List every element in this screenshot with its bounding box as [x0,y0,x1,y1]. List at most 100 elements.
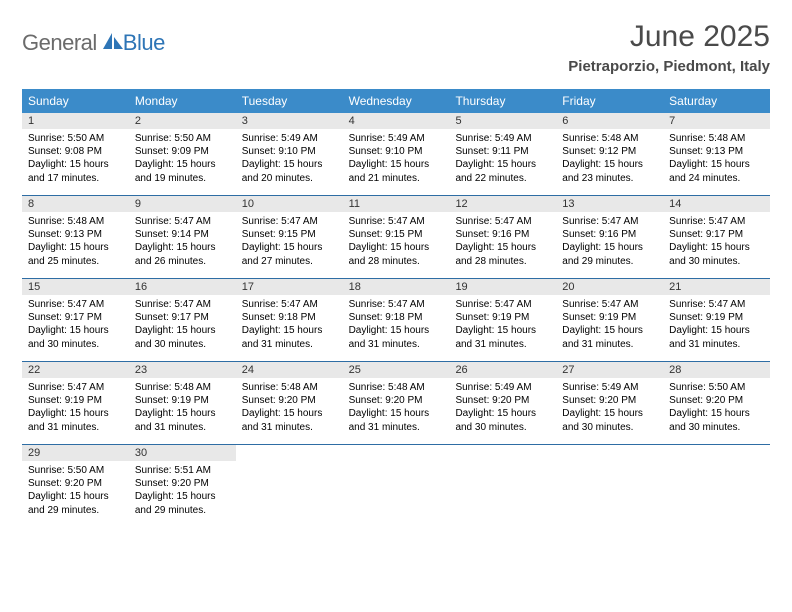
daylight-line: Daylight: 15 hours and 31 minutes. [28,407,123,433]
day-cell: 17Sunrise: 5:47 AMSunset: 9:18 PMDayligh… [236,279,343,361]
sunset-line: Sunset: 9:12 PM [562,145,657,158]
day-number: 29 [22,445,129,461]
daylight-line: Daylight: 15 hours and 29 minutes. [135,490,230,516]
day-cell: 13Sunrise: 5:47 AMSunset: 9:16 PMDayligh… [556,196,663,278]
day-body [556,461,663,519]
day-number: 16 [129,279,236,295]
sunrise-line: Sunrise: 5:50 AM [28,464,123,477]
weekday-header: Thursday [449,89,556,113]
day-body [449,461,556,519]
day-body: Sunrise: 5:47 AMSunset: 9:17 PMDaylight:… [129,295,236,356]
day-body: Sunrise: 5:48 AMSunset: 9:12 PMDaylight:… [556,129,663,190]
day-cell: 4Sunrise: 5:49 AMSunset: 9:10 PMDaylight… [343,113,450,195]
day-cell: 24Sunrise: 5:48 AMSunset: 9:20 PMDayligh… [236,362,343,444]
weekday-header: Monday [129,89,236,113]
sunrise-line: Sunrise: 5:48 AM [562,132,657,145]
sunrise-line: Sunrise: 5:50 AM [28,132,123,145]
day-number: 3 [236,113,343,129]
day-number: 12 [449,196,556,212]
day-number: 5 [449,113,556,129]
day-body [236,461,343,519]
day-body: Sunrise: 5:47 AMSunset: 9:14 PMDaylight:… [129,212,236,273]
logo: General Blue [22,20,165,56]
day-number: 18 [343,279,450,295]
daylight-line: Daylight: 15 hours and 25 minutes. [28,241,123,267]
sunrise-line: Sunrise: 5:47 AM [562,215,657,228]
sunrise-line: Sunrise: 5:49 AM [242,132,337,145]
day-cell: 25Sunrise: 5:48 AMSunset: 9:20 PMDayligh… [343,362,450,444]
day-number: 30 [129,445,236,461]
sunrise-line: Sunrise: 5:48 AM [135,381,230,394]
sunrise-line: Sunrise: 5:47 AM [562,298,657,311]
day-body: Sunrise: 5:47 AMSunset: 9:19 PMDaylight:… [449,295,556,356]
day-cell [663,445,770,527]
sunset-line: Sunset: 9:18 PM [349,311,444,324]
day-body: Sunrise: 5:47 AMSunset: 9:19 PMDaylight:… [663,295,770,356]
day-body: Sunrise: 5:50 AMSunset: 9:20 PMDaylight:… [22,461,129,522]
daylight-line: Daylight: 15 hours and 26 minutes. [135,241,230,267]
day-body: Sunrise: 5:47 AMSunset: 9:18 PMDaylight:… [343,295,450,356]
sunset-line: Sunset: 9:11 PM [455,145,550,158]
day-body: Sunrise: 5:49 AMSunset: 9:20 PMDaylight:… [556,378,663,439]
day-body: Sunrise: 5:49 AMSunset: 9:20 PMDaylight:… [449,378,556,439]
day-cell: 7Sunrise: 5:48 AMSunset: 9:13 PMDaylight… [663,113,770,195]
day-body: Sunrise: 5:47 AMSunset: 9:16 PMDaylight:… [449,212,556,273]
day-number: 2 [129,113,236,129]
sunset-line: Sunset: 9:15 PM [242,228,337,241]
day-cell: 6Sunrise: 5:48 AMSunset: 9:12 PMDaylight… [556,113,663,195]
daylight-line: Daylight: 15 hours and 17 minutes. [28,158,123,184]
weekday-header: Sunday [22,89,129,113]
sunrise-line: Sunrise: 5:48 AM [669,132,764,145]
day-cell: 14Sunrise: 5:47 AMSunset: 9:17 PMDayligh… [663,196,770,278]
sunset-line: Sunset: 9:17 PM [135,311,230,324]
sunrise-line: Sunrise: 5:48 AM [349,381,444,394]
daylight-line: Daylight: 15 hours and 30 minutes. [135,324,230,350]
daylight-line: Daylight: 15 hours and 29 minutes. [562,241,657,267]
sunset-line: Sunset: 9:09 PM [135,145,230,158]
sunset-line: Sunset: 9:16 PM [562,228,657,241]
week-row: 15Sunrise: 5:47 AMSunset: 9:17 PMDayligh… [22,279,770,362]
day-cell [556,445,663,527]
daylight-line: Daylight: 15 hours and 29 minutes. [28,490,123,516]
calendar-page: General Blue June 2025 Pietraporzio, Pie… [0,0,792,547]
sunrise-line: Sunrise: 5:47 AM [455,215,550,228]
daylight-line: Daylight: 15 hours and 19 minutes. [135,158,230,184]
day-number: 7 [663,113,770,129]
day-number: 28 [663,362,770,378]
sunrise-line: Sunrise: 5:49 AM [455,381,550,394]
sunrise-line: Sunrise: 5:49 AM [349,132,444,145]
day-cell: 22Sunrise: 5:47 AMSunset: 9:19 PMDayligh… [22,362,129,444]
day-body: Sunrise: 5:48 AMSunset: 9:13 PMDaylight:… [663,129,770,190]
sunset-line: Sunset: 9:10 PM [349,145,444,158]
month-title: June 2025 [568,20,770,54]
day-body: Sunrise: 5:50 AMSunset: 9:09 PMDaylight:… [129,129,236,190]
day-body: Sunrise: 5:47 AMSunset: 9:15 PMDaylight:… [343,212,450,273]
day-body: Sunrise: 5:48 AMSunset: 9:13 PMDaylight:… [22,212,129,273]
daylight-line: Daylight: 15 hours and 31 minutes. [135,407,230,433]
sunrise-line: Sunrise: 5:47 AM [669,215,764,228]
day-cell [343,445,450,527]
day-number: 14 [663,196,770,212]
day-body: Sunrise: 5:48 AMSunset: 9:20 PMDaylight:… [236,378,343,439]
sunrise-line: Sunrise: 5:48 AM [242,381,337,394]
daylight-line: Daylight: 15 hours and 30 minutes. [562,407,657,433]
sunset-line: Sunset: 9:19 PM [562,311,657,324]
daylight-line: Daylight: 15 hours and 21 minutes. [349,158,444,184]
day-cell: 10Sunrise: 5:47 AMSunset: 9:15 PMDayligh… [236,196,343,278]
day-number: 6 [556,113,663,129]
day-body: Sunrise: 5:47 AMSunset: 9:17 PMDaylight:… [663,212,770,273]
day-number: 19 [449,279,556,295]
day-body: Sunrise: 5:47 AMSunset: 9:18 PMDaylight:… [236,295,343,356]
sunset-line: Sunset: 9:13 PM [669,145,764,158]
day-number [663,445,770,461]
sunset-line: Sunset: 9:10 PM [242,145,337,158]
day-cell: 12Sunrise: 5:47 AMSunset: 9:16 PMDayligh… [449,196,556,278]
logo-text-blue: Blue [123,30,165,56]
sunrise-line: Sunrise: 5:51 AM [135,464,230,477]
weeks-container: 1Sunrise: 5:50 AMSunset: 9:08 PMDaylight… [22,113,770,527]
sunset-line: Sunset: 9:19 PM [28,394,123,407]
day-number: 15 [22,279,129,295]
sunrise-line: Sunrise: 5:47 AM [135,298,230,311]
daylight-line: Daylight: 15 hours and 31 minutes. [669,324,764,350]
day-cell: 15Sunrise: 5:47 AMSunset: 9:17 PMDayligh… [22,279,129,361]
